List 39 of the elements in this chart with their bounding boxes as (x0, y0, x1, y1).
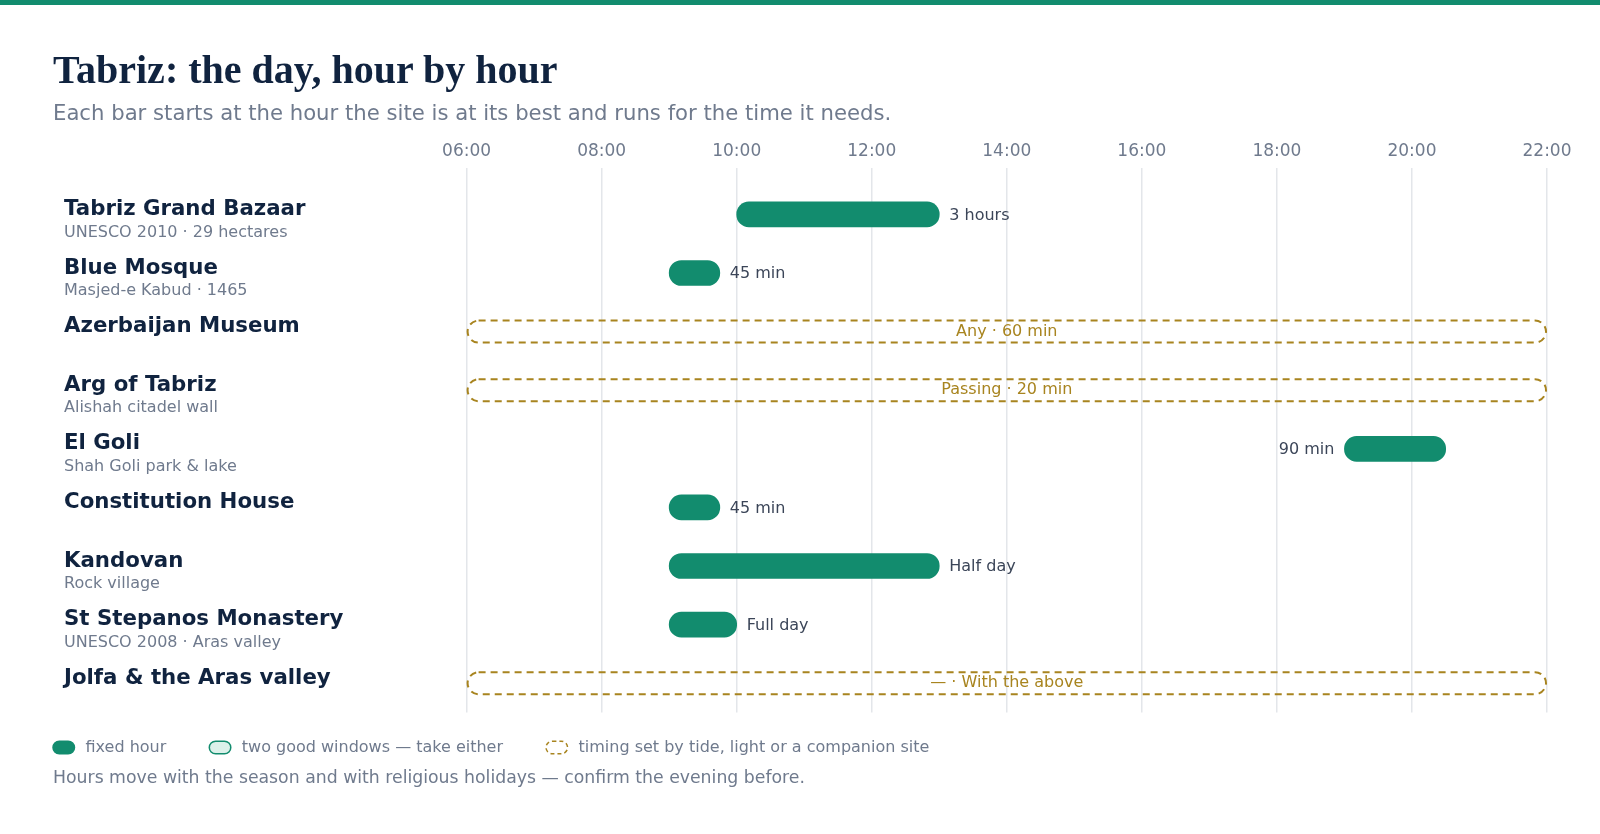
x-tick-label: 06:00 (442, 140, 492, 161)
bar (668, 553, 940, 579)
x-tick-label: 08:00 (577, 140, 627, 161)
y-tick-label: Azerbaijan Museum (64, 312, 300, 338)
legend-label: timing set by tide, light or a companion site (578, 736, 930, 756)
annotation: 45 min (729, 497, 786, 517)
chart-subtitle: Each bar starts at the hour the site is at its best and runs for the time it needs. (53, 99, 892, 125)
y-tick-label: Constitution House (64, 487, 295, 513)
x-tick-label: 18:00 (1252, 140, 1302, 161)
bar (466, 671, 1547, 696)
bar (1344, 435, 1447, 462)
x-tick-label: 16:00 (1117, 140, 1167, 161)
x-tick-label: 22:00 (1522, 140, 1572, 161)
x-tick-label: 12:00 (847, 140, 897, 161)
y-tick-label: Arg of Tabriz Alishah citadel wall (64, 370, 218, 417)
chart-title: Tabriz: the day, hour by hour (53, 46, 558, 92)
annotation: Any · 60 min (956, 320, 1058, 340)
x-tick-label: 14:00 (982, 140, 1032, 161)
x-tick-label: 20:00 (1387, 140, 1437, 161)
bar (466, 378, 1547, 403)
bar (466, 319, 1547, 344)
annotation: 3 hours (949, 204, 1010, 224)
x-tick-label: 10:00 (712, 140, 762, 161)
y-tick-label: Tabriz Grand Bazaar UNESCO 2010 · 29 hectares (64, 194, 306, 241)
y-tick-label: St Stepanos Monastery UNESCO 2008 · Aras valley (64, 605, 344, 651)
legend-label: two good windows — take either (241, 736, 504, 756)
annotation: — · With the above (930, 672, 1084, 692)
annotation: 90 min (1278, 438, 1335, 458)
annotation: Half day (949, 556, 1016, 576)
y-tick-label: Kandovan Rock village (64, 546, 184, 593)
y-tick-label: Jolfa & the Aras valley (62, 663, 331, 689)
annotation: 45 min (729, 263, 786, 283)
annotation: Full day (746, 614, 809, 634)
y-tick-label: Blue Mosque Masjed-e Kabud · 1465 (64, 253, 248, 300)
text: Hours move with the season and with religious holidays — confirm the evening before. (53, 766, 805, 787)
annotation: Passing · 20 min (941, 379, 1073, 399)
bar (736, 201, 940, 228)
legend-label: fixed hour (85, 736, 167, 756)
y-tick-label: El Goli Shah Goli park & lake (64, 429, 237, 475)
